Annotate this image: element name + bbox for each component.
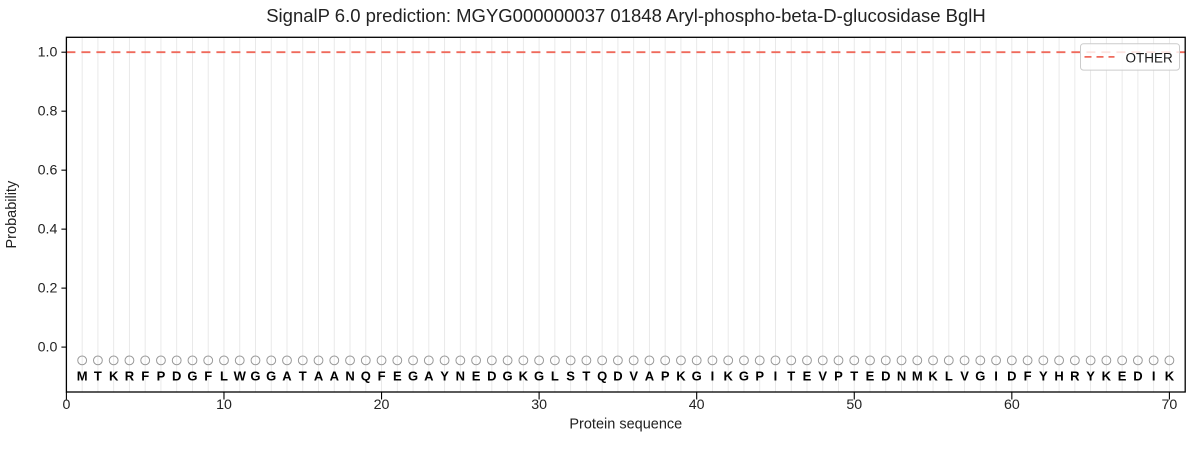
svg-text:F: F (141, 369, 149, 384)
svg-text:A: A (314, 369, 324, 384)
svg-text:0.4: 0.4 (38, 222, 58, 238)
svg-text:K: K (1102, 369, 1112, 384)
svg-text:R: R (125, 369, 135, 384)
svg-text:E: E (472, 369, 481, 384)
svg-text:Probability: Probability (4, 180, 20, 248)
svg-text:D: D (1133, 369, 1142, 384)
svg-text:N: N (897, 369, 906, 384)
svg-text:S: S (566, 369, 575, 384)
svg-text:30: 30 (531, 397, 547, 413)
svg-text:40: 40 (689, 397, 705, 413)
svg-text:Y: Y (1039, 369, 1048, 384)
svg-text:Q: Q (597, 369, 607, 384)
svg-text:Y: Y (1086, 369, 1095, 384)
svg-text:T: T (94, 369, 102, 384)
svg-text:P: P (834, 369, 843, 384)
svg-text:V: V (818, 369, 827, 384)
svg-text:K: K (724, 369, 734, 384)
svg-text:G: G (975, 369, 985, 384)
svg-text:0.0: 0.0 (38, 340, 58, 356)
svg-text:G: G (692, 369, 702, 384)
svg-text:Q: Q (361, 369, 371, 384)
svg-text:M: M (912, 369, 923, 384)
svg-text:P: P (661, 369, 670, 384)
svg-text:0.2: 0.2 (38, 281, 58, 297)
svg-text:E: E (866, 369, 875, 384)
svg-text:20: 20 (374, 397, 390, 413)
svg-text:0.6: 0.6 (38, 163, 58, 179)
svg-text:D: D (613, 369, 622, 384)
svg-text:1.0: 1.0 (38, 45, 58, 61)
svg-text:I: I (994, 369, 998, 384)
svg-text:V: V (960, 369, 969, 384)
svg-text:N: N (345, 369, 354, 384)
svg-text:10: 10 (216, 397, 232, 413)
svg-text:P: P (157, 369, 166, 384)
svg-text:E: E (393, 369, 402, 384)
svg-text:H: H (1054, 369, 1063, 384)
svg-text:0: 0 (62, 397, 70, 413)
svg-text:T: T (787, 369, 795, 384)
svg-text:60: 60 (1004, 397, 1020, 413)
svg-text:A: A (282, 369, 292, 384)
svg-text:R: R (1070, 369, 1080, 384)
svg-text:L: L (220, 369, 228, 384)
svg-text:I: I (1152, 369, 1156, 384)
svg-text:V: V (629, 369, 638, 384)
svg-text:G: G (534, 369, 544, 384)
svg-text:K: K (519, 369, 529, 384)
svg-text:G: G (266, 369, 276, 384)
svg-text:L: L (945, 369, 953, 384)
svg-text:I: I (774, 369, 778, 384)
svg-text:E: E (1118, 369, 1127, 384)
svg-text:D: D (172, 369, 181, 384)
svg-text:D: D (487, 369, 496, 384)
svg-text:G: G (739, 369, 749, 384)
svg-text:K: K (928, 369, 938, 384)
svg-text:P: P (755, 369, 764, 384)
svg-text:N: N (456, 369, 465, 384)
svg-text:G: G (250, 369, 260, 384)
svg-text:E: E (803, 369, 812, 384)
svg-text:T: T (850, 369, 858, 384)
svg-text:G: G (408, 369, 418, 384)
svg-text:G: G (503, 369, 513, 384)
svg-text:0.8: 0.8 (38, 104, 58, 120)
svg-text:G: G (187, 369, 197, 384)
svg-text:A: A (645, 369, 655, 384)
svg-text:T: T (299, 369, 307, 384)
svg-text:K: K (109, 369, 119, 384)
svg-text:SignalP 6.0 prediction: MGYG00: SignalP 6.0 prediction: MGYG000000037 01… (266, 5, 986, 26)
svg-text:D: D (881, 369, 890, 384)
svg-text:F: F (204, 369, 212, 384)
svg-text:F: F (1024, 369, 1032, 384)
svg-text:L: L (551, 369, 559, 384)
svg-text:50: 50 (846, 397, 862, 413)
svg-text:I: I (711, 369, 715, 384)
svg-text:W: W (234, 369, 247, 384)
svg-text:A: A (424, 369, 434, 384)
svg-text:Y: Y (440, 369, 449, 384)
svg-text:F: F (378, 369, 386, 384)
svg-text:K: K (1165, 369, 1175, 384)
svg-text:A: A (330, 369, 340, 384)
svg-text:D: D (1007, 369, 1016, 384)
svg-text:Protein sequence: Protein sequence (569, 417, 682, 433)
svg-text:M: M (77, 369, 88, 384)
svg-text:OTHER: OTHER (1126, 50, 1174, 65)
svg-text:T: T (582, 369, 590, 384)
svg-text:70: 70 (1162, 397, 1178, 413)
svg-text:K: K (676, 369, 686, 384)
